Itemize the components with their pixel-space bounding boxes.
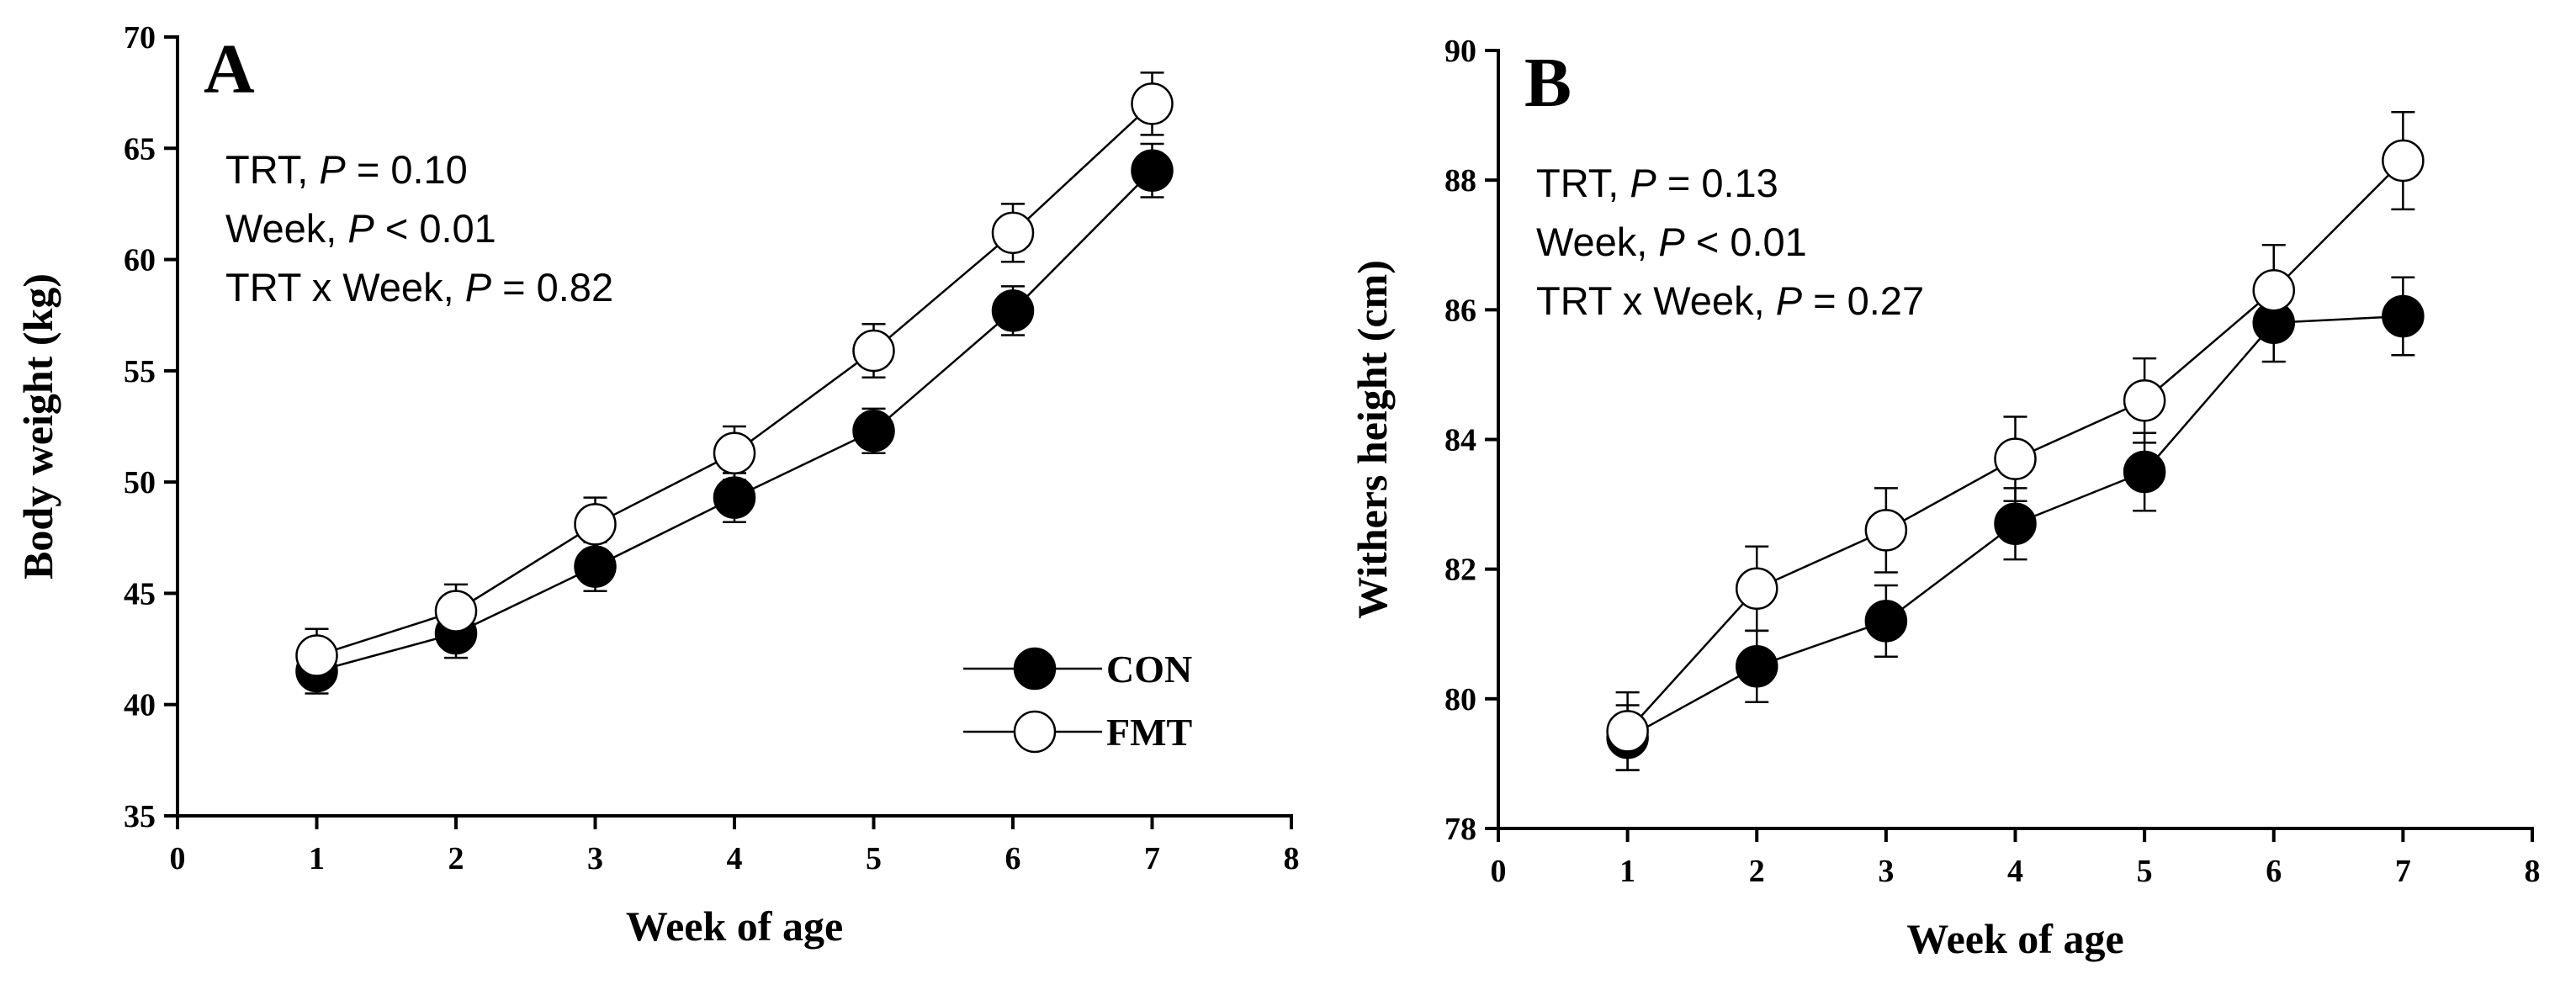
x-tick-label: 7 [1144,841,1160,876]
y-tick-label: 84 [1444,423,1476,458]
stat-annotation: Week, P < 0.01 [1536,220,1807,264]
data-point-fmt [1994,437,2037,480]
x-tick-label: 2 [448,841,464,876]
y-axis-title: Withers height (cm) [1349,260,1396,619]
data-point-fmt [852,329,895,373]
x-tick-label: 7 [2395,854,2411,889]
x-tick-label: 5 [2137,854,2153,889]
y-tick-label: 40 [124,688,156,723]
x-tick-label: 8 [1284,841,1300,876]
x-tick-label: 5 [866,841,882,876]
y-tick-label: 78 [1444,812,1476,847]
x-tick-label: 6 [1005,841,1021,876]
x-tick-label: 1 [1619,854,1635,889]
stat-annotation: Week, P < 0.01 [225,206,496,251]
data-point-fmt [713,431,756,474]
x-axis-title: Week of age [1906,915,2123,962]
data-point-con [991,289,1035,332]
x-tick-label: 2 [1749,854,1765,889]
data-point-fmt [991,211,1035,255]
y-tick-label: 86 [1444,293,1476,328]
data-point-fmt [1131,82,1174,125]
x-tick-label: 3 [587,841,603,876]
data-point-con [852,410,895,453]
x-tick-label: 8 [2525,854,2541,889]
y-tick-label: 50 [124,465,156,500]
data-point-con [1131,149,1174,192]
data-point-con [2382,294,2425,338]
y-tick-label: 88 [1444,163,1476,198]
panel-label: B [1524,44,1572,122]
legend-marker-fmt [1013,710,1057,754]
legend: CON FMT [963,647,1192,754]
data-point-fmt [2252,268,2295,312]
data-point-fmt [434,590,478,632]
x-tick-label: 6 [2266,854,2282,889]
y-tick-label: 82 [1444,553,1476,588]
stat-annotation: TRT x Week, P = 0.27 [1536,278,1924,323]
x-tick-label: 3 [1878,854,1894,889]
data-point-con [1864,600,1908,643]
x-tick-label: 4 [2007,854,2023,889]
data-point-con [2123,450,2166,494]
data-point-con [1736,645,1778,688]
legend-marker-con [1013,647,1057,691]
y-tick-label: 70 [124,20,156,56]
x-tick-label: 4 [727,841,743,876]
y-tick-label: 45 [124,576,156,611]
x-tick-label: 0 [170,841,186,876]
data-point-fmt [1736,567,1778,611]
x-tick-label: 0 [1491,854,1507,889]
y-tick-label: 90 [1444,34,1476,69]
x-tick-label: 1 [309,841,325,876]
data-point-fmt [1864,509,1908,552]
legend-label-con: CON [1106,648,1192,691]
y-tick-label: 65 [124,131,156,167]
data-point-con [574,545,617,588]
data-point-fmt [295,634,338,677]
y-tick-label: 35 [124,799,156,834]
stat-annotation: TRT x Week, P = 0.82 [225,265,613,310]
y-tick-label: 60 [124,243,156,278]
data-point-con [713,476,756,519]
stat-annotation: TRT, P = 0.10 [225,147,468,192]
legend-label-fmt: FMT [1106,711,1192,754]
data-point-fmt [2123,379,2166,422]
data-point-con [1994,502,2037,545]
panel-label: A [204,30,255,108]
stat-annotation: TRT, P = 0.13 [1536,161,1778,205]
y-tick-label: 80 [1444,682,1476,717]
y-axis-title: Body weight (kg) [14,273,61,580]
data-point-fmt [1606,710,1649,753]
data-point-fmt [2382,139,2425,183]
x-axis-title: Week of age [626,902,843,950]
data-point-fmt [574,503,617,546]
y-tick-label: 55 [124,354,156,389]
